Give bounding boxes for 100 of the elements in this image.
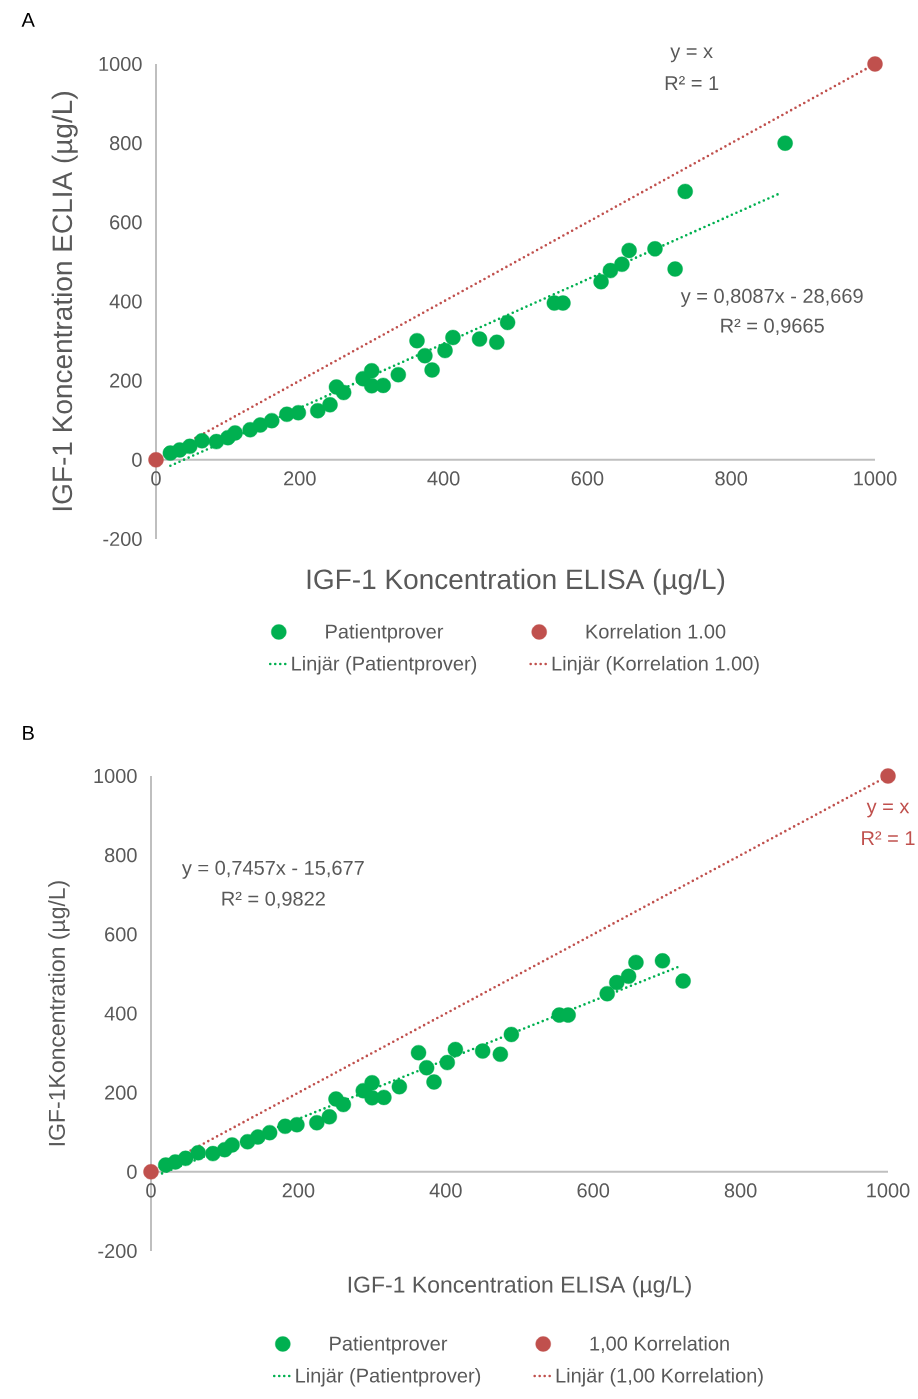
point <box>593 273 609 290</box>
point <box>621 242 637 259</box>
point <box>364 363 380 379</box>
x-axis-title: IGF-1 Koncentration ELISA (µg/L) <box>307 568 725 595</box>
y-tick-label: 1000 <box>99 56 142 72</box>
point <box>424 362 440 378</box>
point <box>322 397 338 413</box>
point <box>667 261 683 277</box>
point <box>250 1129 266 1145</box>
x-tick-label: 1000 <box>854 471 897 486</box>
legend-label: Korrelation 1.00 <box>586 623 726 639</box>
x-tick-label: 600 <box>577 1183 610 1198</box>
point <box>148 452 164 468</box>
point <box>499 314 516 331</box>
x-tick-label: 200 <box>282 1183 315 1198</box>
legend-label: Patientprover <box>330 1335 448 1355</box>
point <box>437 342 453 359</box>
annotation: R² = 1 <box>665 76 719 90</box>
point <box>376 1089 392 1106</box>
point <box>309 1115 325 1131</box>
point <box>227 425 243 441</box>
y-tick-label: -200 <box>103 531 142 547</box>
point <box>289 1117 305 1133</box>
y-tick-label: 200 <box>110 373 142 388</box>
point <box>628 954 644 971</box>
legend-label: Patientprover <box>326 623 444 643</box>
point <box>677 183 693 200</box>
point <box>489 334 505 350</box>
point <box>503 1026 520 1043</box>
point <box>614 256 630 272</box>
x-axis-title: IGF-1 Koncentration ELISA (µg/L) <box>348 1275 691 1298</box>
point <box>390 367 407 383</box>
point <box>205 1145 221 1162</box>
annotation: y = x <box>866 802 910 818</box>
text: y = x <box>670 47 713 63</box>
chart-title: A <box>21 13 35 27</box>
point <box>675 973 691 989</box>
y-tick-label: 0 <box>132 452 142 467</box>
point <box>335 384 352 401</box>
x-tick-label: 400 <box>427 471 460 486</box>
point <box>445 329 461 346</box>
point <box>418 1060 435 1076</box>
chart-title: B <box>23 726 34 740</box>
point <box>194 433 210 449</box>
point <box>375 377 391 394</box>
legend-label: Linjär (Patientprover) <box>292 655 477 675</box>
point <box>190 1145 206 1161</box>
point <box>492 1046 509 1062</box>
point <box>880 768 896 784</box>
point <box>609 974 625 991</box>
point <box>867 56 883 72</box>
y-tick-label: 0 <box>127 1164 137 1179</box>
point <box>599 986 615 1002</box>
legend-label: 1,00 Korrelation <box>590 1335 729 1353</box>
y-axis-title: IGF-1 Koncentration ECLIA (µg/L) <box>51 92 78 511</box>
point <box>335 1096 352 1113</box>
x-tick-label: 0 <box>151 471 161 486</box>
y-tick-label: 1000 <box>94 768 137 784</box>
point <box>439 1054 455 1071</box>
annotation: y = 0,8087x - 28,669 <box>680 288 863 307</box>
point <box>410 1044 427 1061</box>
y-tick-label: 800 <box>109 136 142 151</box>
y-tick-label: 800 <box>104 848 137 863</box>
point <box>391 1079 408 1095</box>
point <box>417 348 433 364</box>
y-tick-label: 200 <box>105 1085 137 1100</box>
point <box>620 968 637 984</box>
point <box>602 262 619 279</box>
point <box>261 1124 278 1141</box>
point <box>409 332 425 349</box>
point <box>471 331 488 347</box>
x-tick-label: 0 <box>146 1183 156 1198</box>
x-tick-label: 1000 <box>867 1183 910 1198</box>
annotation: R² = 1 <box>862 831 915 846</box>
y-tick-label: 400 <box>104 1006 137 1021</box>
legend-label: Linjär (Korrelation 1.00) <box>552 655 759 675</box>
point <box>364 1075 380 1091</box>
annotation: R² = 0,9822 <box>222 891 325 909</box>
y-tick-label: 400 <box>109 294 142 309</box>
annotation: y = 0,7457x - 15,677 <box>181 860 364 879</box>
point <box>426 1074 442 1090</box>
x-tick-label: 400 <box>429 1183 462 1198</box>
point <box>310 403 326 419</box>
y-tick-label: 600 <box>110 215 142 230</box>
point <box>290 405 307 421</box>
point <box>264 412 280 429</box>
point <box>777 135 793 151</box>
x-tick-label: 800 <box>715 471 748 486</box>
annotation: R² = 0,9665 <box>721 318 824 336</box>
point <box>654 953 671 969</box>
point <box>647 241 663 257</box>
legend-label: Linjär (1,00 Korrelation) <box>556 1367 763 1387</box>
x-tick-label: 600 <box>571 471 604 486</box>
point <box>224 1137 240 1153</box>
point <box>182 438 198 455</box>
y-tick-label: 600 <box>105 927 137 942</box>
x-tick-label: 800 <box>724 1183 757 1198</box>
y-axis-title: IGF-1Koncentration (µg/L) <box>48 881 70 1146</box>
point <box>177 1150 194 1167</box>
point <box>447 1041 464 1058</box>
